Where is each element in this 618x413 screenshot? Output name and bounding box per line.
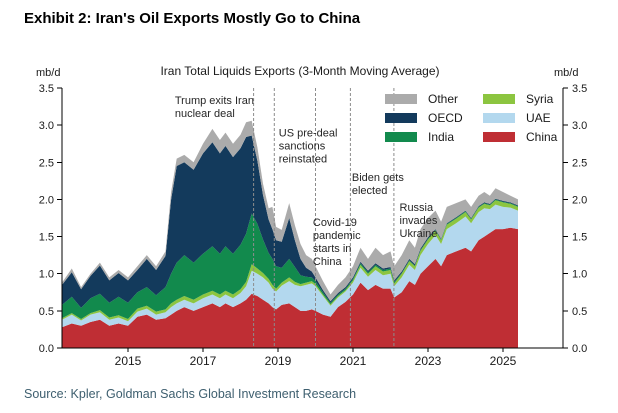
exhibit-title: Exhibit 2: Iran's Oil Exports Mostly Go …: [24, 10, 361, 27]
x-tick-label: 2015: [115, 354, 142, 368]
legend-label: Other: [428, 92, 459, 106]
unit-label-left: mb/d: [36, 67, 61, 79]
legend-label: India: [428, 130, 455, 144]
y-tick-label-left: 3.5: [39, 83, 54, 95]
annotation-text: Covid-19 pandemic starts in China: [313, 217, 361, 268]
y-tick-label-right: 2.5: [572, 157, 587, 169]
annotation-text: Trump exits Iran nuclear deal: [175, 95, 254, 120]
legend-label: Syria: [526, 92, 554, 106]
y-tick-label-right: 0.5: [572, 306, 587, 318]
legend-label: UAE: [526, 111, 551, 125]
legend-swatch-icon: [385, 94, 417, 104]
area-series-india: [62, 199, 518, 319]
y-tick-label-right: 3.5: [572, 83, 587, 95]
legend-swatch-icon: [385, 132, 417, 142]
area-series-uae: [62, 204, 518, 328]
y-tick-label-left: 1.0: [39, 269, 54, 281]
area-series-oecd: [62, 135, 518, 308]
annotation-text: US pre-deal sanctions reinstated: [279, 128, 338, 166]
annotation-text: Russia invades Ukraine: [400, 202, 438, 240]
legend-column: Syria UAE China: [483, 92, 558, 151]
legend-item-uae: UAE: [483, 111, 557, 125]
y-tick-label-right: 3.0: [572, 120, 587, 132]
legend-column: Other OECD India: [385, 92, 483, 151]
y-tick-label-left: 1.5: [39, 232, 54, 244]
legend-item-other: Other: [385, 92, 483, 106]
x-tick-label: 2021: [340, 354, 367, 368]
area-series-other: [62, 120, 518, 302]
annotation-text: Biden gets elected: [352, 172, 404, 197]
y-tick-label-right: 0.0: [572, 343, 587, 355]
chart-title: Iran Total Liquids Exports (3-Month Movi…: [160, 64, 440, 78]
area-series-china: [62, 227, 518, 348]
y-tick-label-left: 0.5: [39, 306, 54, 318]
legend-item-oecd: OECD: [385, 111, 483, 125]
y-tick-label-left: 2.0: [39, 194, 54, 206]
y-tick-label-right: 2.0: [572, 194, 587, 206]
legend-label: China: [526, 130, 558, 144]
chart-legend: Other OECD India Syria UAE China: [385, 92, 558, 151]
y-tick-label-right: 1.0: [572, 269, 587, 281]
source-note: Source: Kpler, Goldman Sachs Global Inve…: [24, 387, 357, 401]
y-tick-label-right: 1.5: [572, 232, 587, 244]
x-tick-label: 2019: [265, 354, 292, 368]
x-tick-label: 2025: [490, 354, 517, 368]
x-tick-label: 2017: [190, 354, 217, 368]
x-tick-label: 2023: [415, 354, 442, 368]
legend-swatch-icon: [483, 113, 515, 123]
legend-swatch-icon: [483, 132, 515, 142]
legend-item-china: China: [483, 130, 558, 144]
y-tick-label-left: 0.0: [39, 343, 54, 355]
legend-swatch-icon: [483, 94, 515, 104]
y-tick-label-left: 2.5: [39, 157, 54, 169]
legend-item-india: India: [385, 130, 483, 144]
legend-swatch-icon: [385, 113, 417, 123]
y-tick-label-left: 3.0: [39, 120, 54, 132]
legend-label: OECD: [428, 111, 463, 125]
unit-label-right: mb/d: [554, 67, 579, 79]
legend-item-syria: Syria: [483, 92, 557, 106]
